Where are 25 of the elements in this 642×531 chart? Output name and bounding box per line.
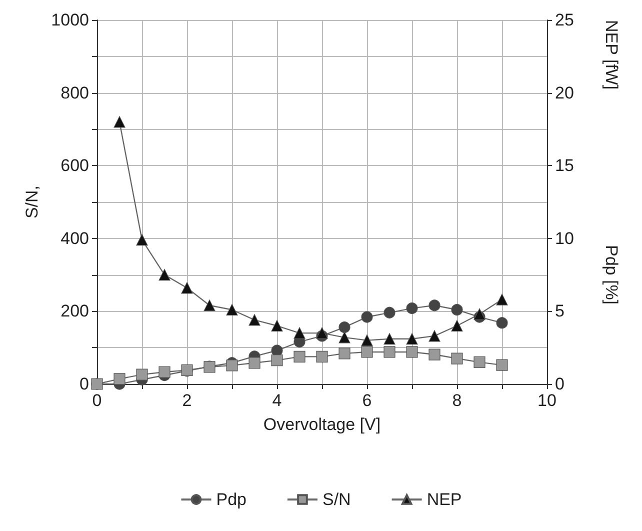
y-tick-label: 1000 xyxy=(51,10,89,30)
legend-label: S/N xyxy=(322,490,351,509)
y-tick-label: 0 xyxy=(80,374,89,394)
x-tick-label: 0 xyxy=(92,391,102,410)
y-axis-title: S/N, xyxy=(22,185,42,219)
x-tick-label: 2 xyxy=(182,391,192,410)
legend-label: NEP xyxy=(426,490,462,509)
x-tick-label: 4 xyxy=(272,391,282,410)
x-tick-label: 6 xyxy=(362,391,372,410)
y2-tick-label: 15 xyxy=(555,156,574,176)
y-tick-label: 800 xyxy=(60,83,89,102)
y-tick-label: 400 xyxy=(60,228,89,248)
y2-axis-title: NEP [fW] xyxy=(602,20,621,90)
y2-tick-label: 5 xyxy=(555,302,564,321)
x-tick-label: 10 xyxy=(538,391,556,410)
x-axis-title: Overvoltage [V] xyxy=(263,415,381,434)
legend-label: Pdp xyxy=(216,490,246,509)
text: Pdp [%] xyxy=(602,245,621,305)
y-tick-label: 200 xyxy=(60,302,89,321)
y2-tick-label: 25 xyxy=(555,10,574,30)
y2-tick-label: 0 xyxy=(555,374,564,394)
y-tick-label: 600 xyxy=(60,156,89,176)
x-tick-label: 8 xyxy=(452,391,462,410)
y2-tick-label: 10 xyxy=(555,228,574,248)
y2-tick-label: 20 xyxy=(555,83,574,102)
